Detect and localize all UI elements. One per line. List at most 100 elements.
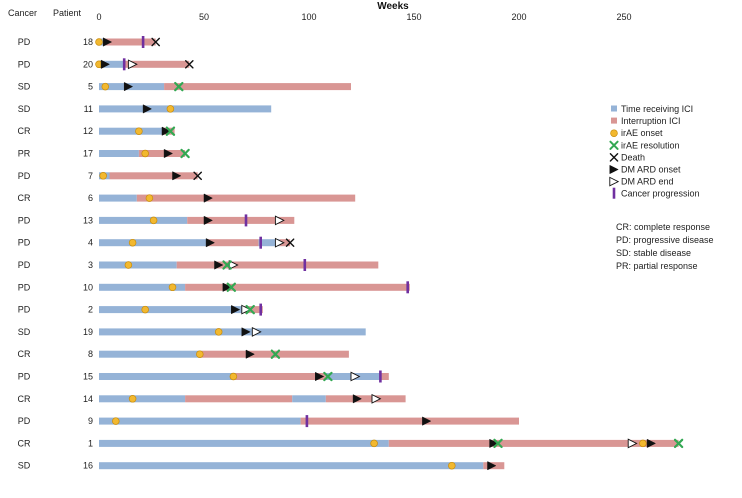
chart-title: Weeks: [377, 1, 409, 12]
legend-item: irAE onset: [610, 128, 663, 138]
patient-row: CR 12: [18, 126, 176, 136]
irae-onset-marker: [166, 105, 175, 113]
dmard-onset-marker: [241, 327, 251, 337]
ici-segment: [99, 239, 207, 247]
interruption-segment: [185, 283, 410, 291]
irae-onset-marker: [229, 372, 238, 381]
patient-id-label: 14: [83, 394, 93, 404]
dmard-onset-marker: [231, 304, 241, 315]
dmard-onset-marker: [422, 416, 432, 426]
irae-resolution-marker-stroke: [180, 148, 190, 159]
death-marker: [184, 60, 194, 69]
patient-row: SD 11: [18, 104, 272, 114]
irae-resolution-marker-stroke: [174, 81, 184, 92]
death-marker-stroke: [285, 238, 295, 248]
irae-resolution-marker-stroke: [226, 282, 236, 292]
death-marker-stroke: [184, 60, 194, 69]
ici-segment: [99, 194, 137, 202]
irae-onset-marker: [448, 461, 456, 470]
irae-onset-marker: [145, 194, 154, 202]
dmard-onset-marker: [203, 215, 213, 226]
dmard-onset-marker: [352, 394, 363, 404]
dmard-onset-marker: [142, 104, 153, 114]
patient-row: SD 19: [18, 327, 366, 337]
dmard-end-marker: [609, 176, 620, 187]
irae-resolution-marker: [270, 349, 281, 359]
abbreviation-text: PD: progressive disease: [616, 235, 714, 245]
cancer-response-label: PD: [18, 238, 31, 248]
irae-onset-marker: [370, 439, 378, 448]
legend-swatch-stroke: [609, 153, 619, 162]
interruption-segment: [380, 373, 389, 380]
cancer-response-label: PD: [18, 282, 31, 292]
patient-id-label: 20: [83, 59, 93, 69]
interruption-segment: [124, 60, 190, 68]
patient-id-label: 10: [83, 282, 93, 292]
legend-swatch: [609, 140, 619, 150]
x-tick-label: 0: [96, 12, 101, 22]
abbreviation-key: CR: complete response PD: progressive dis…: [616, 222, 714, 271]
x-tick-label: 50: [199, 12, 209, 22]
patient-id-label: 4: [88, 238, 93, 248]
dmard-end-marker: [241, 304, 252, 315]
cancer-response-label: SD: [18, 82, 31, 92]
interruption-segment: [243, 306, 263, 314]
cancer-response-label: CR: [18, 349, 31, 359]
irae-onset-marker: [196, 350, 204, 358]
ici-segment: [99, 105, 272, 113]
legend-item: Time receiving ICI: [611, 104, 693, 114]
legend-item: Cancer progression: [612, 187, 700, 199]
interruption-segment: [176, 261, 379, 269]
interruption-segment: [325, 395, 406, 403]
ici-segment: [99, 373, 236, 380]
dmard-end-marker: [627, 438, 638, 449]
abbreviation-text: SD: stable disease: [616, 248, 691, 258]
dmard-end-marker: [228, 260, 239, 270]
cancer-response-label: SD: [18, 104, 31, 114]
cancer-response-label: PD: [18, 416, 31, 426]
patient-row: PR 17: [18, 148, 190, 159]
cancer-column-header: Cancer: [8, 8, 37, 18]
x-tick-label: 200: [511, 12, 526, 22]
irae-onset-marker: [99, 172, 107, 180]
legend-item: Interruption ICI: [611, 116, 681, 126]
legend: Time receiving ICI Interruption ICI irAE o…: [609, 104, 700, 199]
patient-id-label: 15: [83, 372, 93, 382]
ici-segment: [99, 306, 244, 314]
cancer-progression-marker: [259, 236, 262, 249]
interruption-segment: [235, 373, 326, 380]
dmard-onset-marker: [102, 37, 113, 47]
irae-resolution-marker: [673, 438, 684, 449]
patient-row: PD 20: [18, 58, 194, 71]
interruption-segment: [164, 83, 351, 91]
patient-id-label: 3: [88, 260, 93, 270]
x-tick-label: 250: [616, 12, 631, 22]
irae-resolution-marker: [222, 260, 232, 270]
patient-id-label: 19: [83, 327, 93, 337]
dmard-onset-marker: [646, 438, 657, 449]
legend-label: DM ARD onset: [621, 165, 681, 175]
patient-row: PD 15: [18, 370, 389, 383]
patient-id-label: 11: [84, 104, 93, 114]
dmard-end-marker: [371, 393, 382, 404]
interruption-segment: [185, 395, 293, 403]
dmard-onset-marker: [161, 126, 171, 136]
cancer-progression-marker: [141, 36, 145, 48]
patient-id-label: 5: [88, 82, 93, 92]
patient-id-label: 6: [88, 193, 93, 203]
dmard-onset-marker: [222, 282, 232, 292]
irae-resolution-marker-stroke: [323, 371, 333, 382]
dmard-end-marker: [274, 237, 285, 248]
dmard-onset-marker: [123, 81, 134, 92]
legend-item: Death: [609, 152, 645, 162]
irae-onset-marker: [141, 149, 149, 158]
legend-label: DM ARD end: [621, 177, 674, 187]
interruption-segment: [136, 194, 356, 202]
cancer-response-label: PD: [18, 305, 31, 315]
irae-resolution-marker-stroke: [222, 260, 232, 270]
death-marker-stroke: [193, 171, 203, 181]
patient-id-label: 18: [83, 37, 93, 47]
cancer-progression-marker: [406, 281, 409, 294]
cancer-response-label: SD: [18, 461, 31, 471]
irae-onset-marker: [610, 129, 618, 137]
